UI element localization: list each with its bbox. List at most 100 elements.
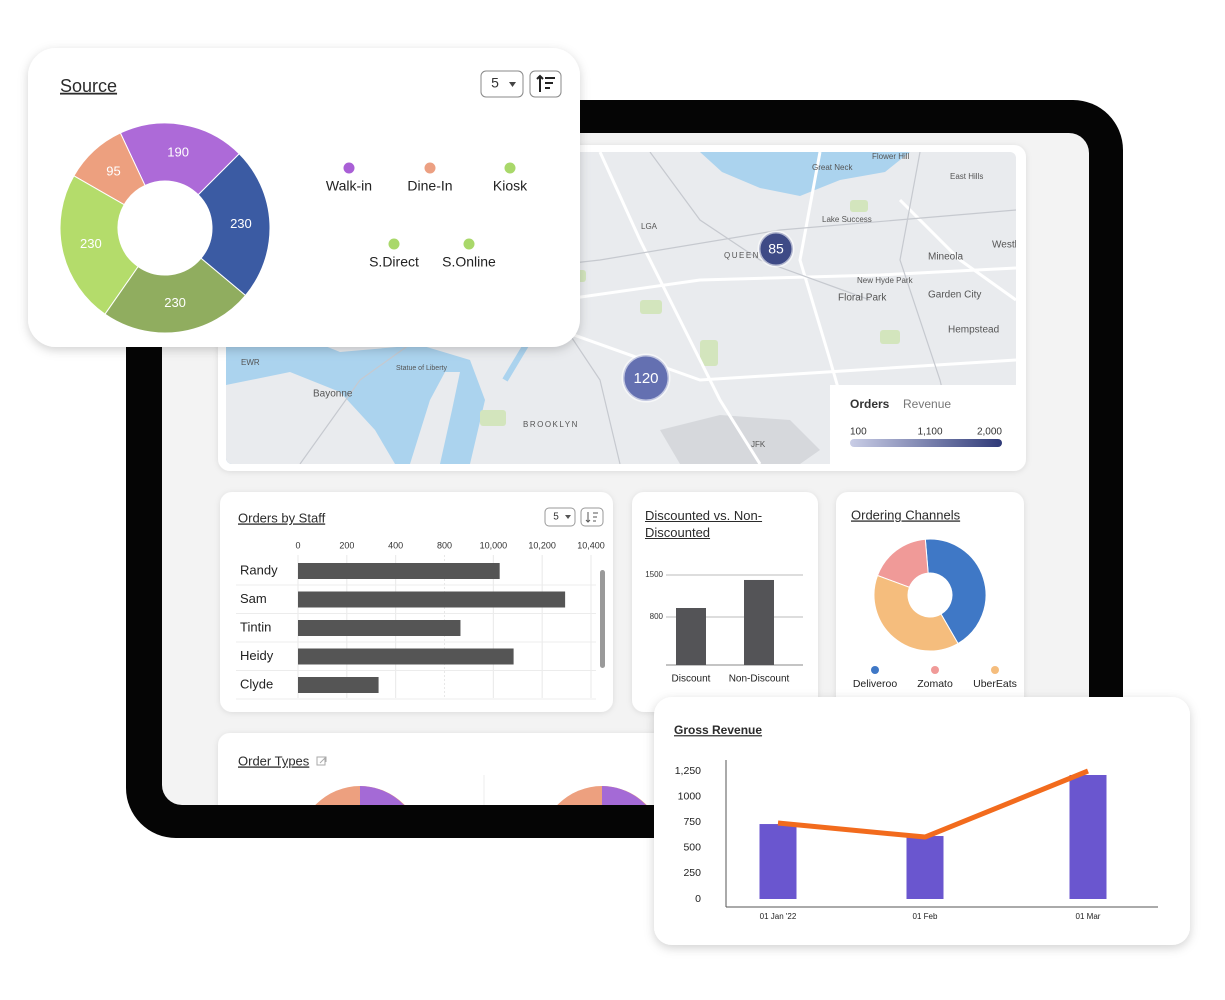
map-water bbox=[700, 152, 910, 196]
legend-label: Zomato bbox=[917, 678, 953, 690]
donut-slice bbox=[924, 538, 987, 645]
card-title: Order Types bbox=[238, 753, 310, 768]
map-label: Garden City bbox=[928, 290, 981, 301]
bar bbox=[676, 608, 706, 665]
map-label: JFK bbox=[751, 440, 766, 449]
map-label: Floral Park bbox=[838, 293, 887, 304]
cluster-marker bbox=[757, 230, 795, 268]
legend-tab[interactable]: Orders bbox=[850, 397, 890, 411]
legend-dot bbox=[931, 666, 939, 674]
y-tick-label: Tintin bbox=[240, 619, 271, 634]
bar bbox=[298, 591, 566, 608]
map-land bbox=[226, 372, 395, 464]
legend-dot bbox=[871, 666, 879, 674]
y-tick-label: 1000 bbox=[678, 790, 702, 802]
sort-icon bbox=[585, 512, 598, 523]
cluster-count: 120 bbox=[633, 370, 658, 387]
map-label: Mineola bbox=[928, 252, 963, 263]
x-tick-label: 01 Mar bbox=[1076, 912, 1101, 921]
legend-dot bbox=[504, 162, 516, 174]
legend-label: S.Direct bbox=[369, 254, 419, 270]
donut-slice bbox=[119, 122, 240, 196]
legend-dot bbox=[424, 162, 436, 174]
x-tick-label: 01 Jan '22 bbox=[760, 912, 797, 921]
y-tick-label: 500 bbox=[683, 842, 701, 854]
sort-button[interactable] bbox=[580, 507, 604, 527]
map-label: New Hyde Park bbox=[857, 276, 914, 285]
slice-label: 190 bbox=[167, 145, 189, 160]
x-tick-label: 10,000 bbox=[480, 540, 508, 550]
scale-label: 100 bbox=[850, 427, 867, 438]
staff-chart: 0 200 400 800 10,000 10,200 10,400 Randy Sam Tint… bbox=[236, 540, 605, 700]
bar bbox=[1069, 774, 1107, 899]
select-value: 5 bbox=[553, 512, 559, 523]
map-label: East Hills bbox=[950, 172, 983, 181]
page-size-select[interactable] bbox=[480, 70, 524, 98]
color-scale bbox=[850, 439, 1002, 447]
y-tick-label: 1,250 bbox=[675, 765, 701, 777]
y-tick-label: 250 bbox=[683, 867, 701, 879]
bar bbox=[759, 824, 797, 899]
discount-chart: 800 1500 Discount Non-Discount bbox=[645, 570, 803, 685]
scrollbar[interactable] bbox=[600, 570, 605, 668]
y-tick-label: 750 bbox=[683, 816, 701, 828]
card-title: Ordering Channels bbox=[851, 507, 961, 522]
card-title: Orders by Staff bbox=[238, 510, 326, 525]
legend-dot bbox=[343, 162, 355, 174]
legend-dot bbox=[388, 238, 400, 250]
select-caret bbox=[509, 82, 516, 87]
legend-label: Deliveroo bbox=[853, 678, 898, 690]
map-label: Bayonne bbox=[313, 389, 353, 400]
external-link-icon[interactable] bbox=[316, 756, 327, 766]
map-legend bbox=[830, 385, 1018, 465]
legend-label: Dine-In bbox=[407, 178, 452, 194]
slice-label: 230 bbox=[80, 236, 102, 251]
scale-label: 1,100 bbox=[917, 427, 942, 438]
bar bbox=[906, 836, 944, 899]
cluster-marker bbox=[621, 353, 671, 403]
source-chart: 190 95 230 230 230 Walk-in Dine-In Kiosk S.Direc… bbox=[59, 122, 528, 334]
x-tick-label: 10,200 bbox=[528, 540, 556, 550]
x-tick-label: 400 bbox=[388, 540, 403, 550]
select-caret bbox=[565, 515, 571, 519]
map-label: Statue of Liberty bbox=[396, 365, 447, 372]
page-size-select[interactable] bbox=[544, 507, 576, 527]
slice-label: 230 bbox=[164, 295, 186, 310]
legend-tab[interactable]: Revenue bbox=[903, 397, 951, 411]
slice-label: 95 bbox=[106, 164, 120, 179]
donut-slice bbox=[104, 257, 247, 334]
donut-slice bbox=[873, 574, 959, 652]
legend-dot bbox=[991, 666, 999, 674]
map-label: EWR bbox=[241, 358, 260, 367]
card-title: Discounted vs. Non-Discounted bbox=[645, 508, 763, 540]
map-land bbox=[410, 372, 460, 464]
map-label: Hempstead bbox=[948, 325, 999, 336]
bar bbox=[298, 677, 379, 693]
map-label: LGA bbox=[641, 222, 658, 231]
legend-label: Walk-in bbox=[326, 178, 372, 194]
channels-chart: Deliveroo Zomato UberEats bbox=[853, 538, 1017, 690]
y-tick-label: 0 bbox=[695, 893, 701, 905]
y-tick-label: 800 bbox=[650, 612, 664, 621]
x-tick-label: Discount bbox=[672, 674, 711, 685]
x-tick-label: 10,400 bbox=[577, 540, 605, 550]
cluster-count: 85 bbox=[768, 241, 784, 257]
legend-label: UberEats bbox=[973, 678, 1017, 690]
y-tick-label: 1500 bbox=[645, 570, 663, 579]
x-tick-label: 0 bbox=[295, 540, 300, 550]
bar bbox=[298, 620, 461, 636]
y-tick-label: Heidy bbox=[240, 648, 274, 663]
scale-label: 2,000 bbox=[977, 427, 1002, 438]
title-box: Discounted vs. Non-Discounted bbox=[645, 508, 763, 540]
legend-label: Kiosk bbox=[493, 178, 528, 194]
order-types-pies bbox=[298, 786, 664, 805]
donut-slice bbox=[59, 175, 139, 315]
bar bbox=[298, 563, 500, 579]
sort-icon bbox=[536, 74, 555, 92]
y-tick-label: Clyde bbox=[240, 676, 273, 691]
slice-label: 230 bbox=[230, 216, 252, 231]
x-tick-label: 800 bbox=[437, 540, 452, 550]
card-title: Source bbox=[60, 76, 117, 96]
